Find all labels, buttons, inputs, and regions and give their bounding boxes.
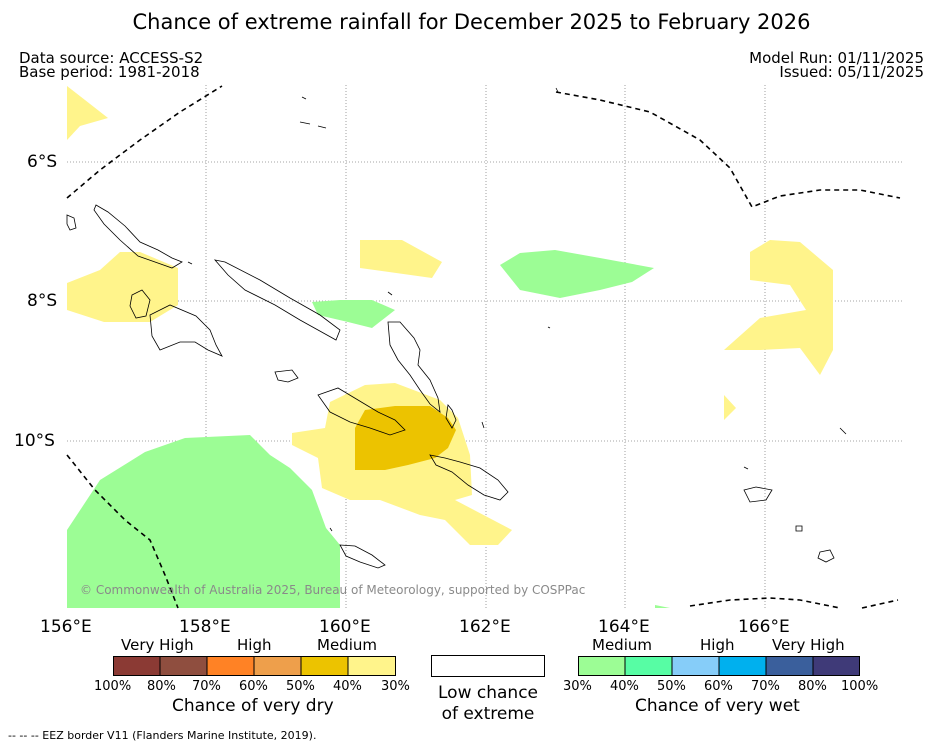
dry-legend-label: Chance of very dry (172, 696, 334, 716)
lon-label-162e: 162°E (459, 617, 511, 637)
dry-pct-40: 40% (333, 679, 362, 694)
dry-pct-80: 80% (147, 679, 176, 694)
wet-swatch-6 (813, 656, 860, 676)
dry-cat-very-high: Very High (121, 636, 194, 654)
dry-swatch-2 (160, 656, 207, 676)
wet-cat-medium: Medium (592, 636, 652, 654)
lon-label-164e: 164°E (598, 617, 650, 637)
lon-label-158e: 158°E (179, 617, 231, 637)
dry-swatch-5 (301, 656, 348, 676)
map-title: Chance of extreme rainfall for December … (132, 10, 811, 34)
island-coastlines (66, 87, 847, 569)
wet-pct-80: 80% (798, 679, 827, 694)
wet-pct-30: 30% (563, 679, 592, 694)
dry-pct-100: 100% (94, 679, 132, 694)
eez-footnote: -- -- -- EEZ border V11 (Flanders Marine… (8, 729, 317, 742)
lat-label-10s: 10°S (14, 431, 55, 451)
dry-swatch-3 (207, 656, 254, 676)
lat-label-6s: 6°S (27, 152, 58, 172)
dry-cat-medium: Medium (317, 636, 377, 654)
lon-label-166e: 166°E (738, 617, 790, 637)
wet-cat-very-high: Very High (772, 636, 845, 654)
base-period: Base period: 1981-2018 (19, 63, 200, 81)
wet-colorbar-dividers (624, 656, 814, 676)
dry-cat-high: High (237, 636, 272, 654)
wet-swatch-5 (766, 656, 813, 676)
dry-swatch-1 (113, 656, 160, 676)
dry-medium-high-region (355, 406, 456, 470)
wet-cat-high: High (700, 636, 735, 654)
dry-swatch-6 (348, 656, 396, 676)
copyright-notice: © Commonwealth of Australia 2025, Bureau… (80, 583, 586, 597)
wet-pct-50: 50% (657, 679, 686, 694)
wet-pct-40: 40% (610, 679, 639, 694)
dry-swatch-4 (254, 656, 301, 676)
eez-borders (66, 85, 901, 609)
lat-label-8s: 8°S (27, 291, 58, 311)
wet-swatch-3 (672, 656, 719, 676)
low-chance-label-2: of extreme (441, 704, 535, 724)
lon-label-160e: 160°E (319, 617, 371, 637)
wet-swatch-1 (578, 656, 625, 676)
wet-pct-100: 100% (841, 679, 879, 694)
low-chance-swatch (431, 655, 545, 677)
model-run: Model Run: 01/11/2025 (749, 49, 924, 67)
wet-legend-label: Chance of very wet (635, 696, 800, 716)
wet-medium-regions (67, 250, 670, 608)
wet-pct-60: 60% (704, 679, 733, 694)
dry-pct-70: 70% (192, 679, 221, 694)
low-chance-label-1: Low chance (438, 683, 538, 703)
wet-pct-70: 70% (751, 679, 780, 694)
wet-swatch-2 (625, 656, 672, 676)
data-source: Data source: ACCESS-S2 (19, 49, 204, 67)
lon-label-156e: 156°E (40, 617, 92, 637)
dry-pct-30: 30% (381, 679, 410, 694)
dry-colorbar-dividers (159, 656, 349, 676)
dry-pct-60: 60% (239, 679, 268, 694)
issued-date: Issued: 05/11/2025 (779, 63, 924, 81)
dry-pct-50: 50% (286, 679, 315, 694)
wet-swatch-4 (719, 656, 766, 676)
